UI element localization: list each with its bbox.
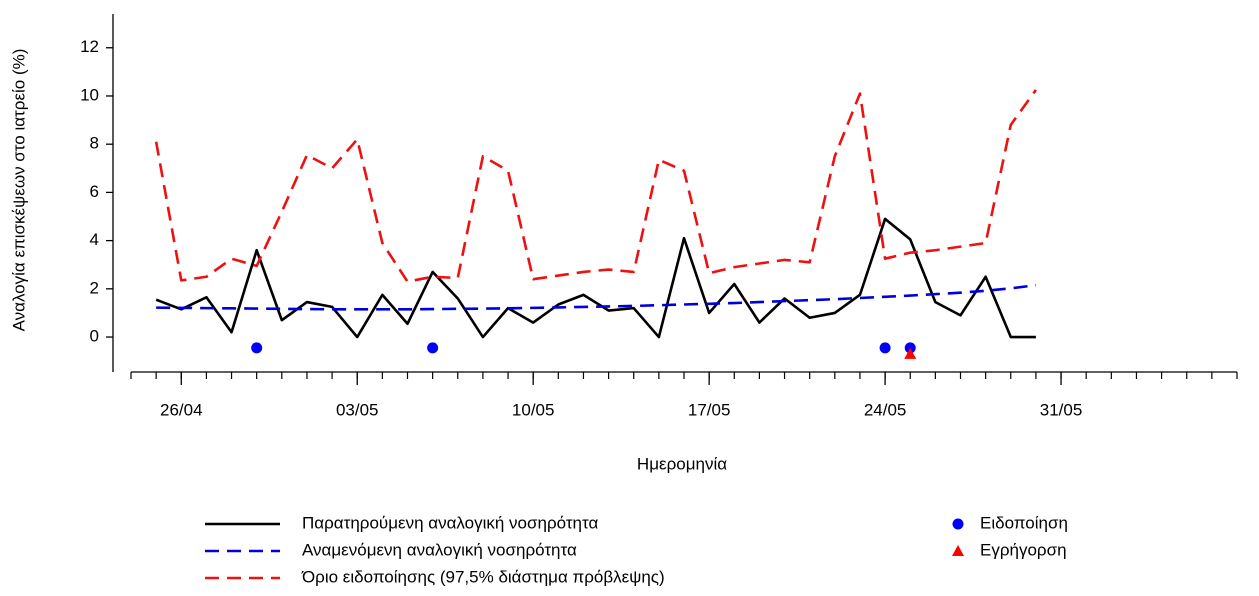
y-tick-label: 2	[90, 278, 99, 297]
x-tick-label: 17/05	[688, 400, 731, 419]
y-tick-label: 0	[90, 327, 99, 346]
y-tick-label: 8	[90, 134, 99, 153]
legend-label: Αναμενόμενη αναλογική νοσηρότητα	[302, 540, 577, 559]
x-axis-label: Ημερομηνία	[637, 454, 727, 473]
signal-marker	[251, 342, 263, 354]
y-tick-label: 6	[90, 182, 99, 201]
y-axis-label: Αναλογία επισκέψεων στο ιατρείο (%)	[9, 49, 28, 332]
series-line	[156, 283, 1037, 311]
legend-marker	[952, 545, 964, 556]
x-tick-label: 31/05	[1040, 400, 1083, 419]
legend-label: Ειδοποίηση	[980, 513, 1068, 532]
legend-label: Όριο ειδοποίησης (97,5% διάστημα πρόβλεψ…	[301, 567, 665, 586]
signal-marker	[427, 342, 439, 354]
legend-marker	[952, 518, 964, 530]
x-tick-label: 03/05	[336, 400, 379, 419]
x-tick-label: 26/04	[160, 400, 203, 419]
y-tick-label: 4	[90, 230, 99, 249]
alarm-marker	[904, 347, 917, 359]
y-tick-label: 12	[80, 37, 99, 56]
legend-label: Παρατηρούμενη αναλογική νοσηρότητα	[302, 513, 598, 532]
series-line	[155, 217, 1036, 339]
signal-marker	[904, 342, 916, 354]
signal-marker	[879, 342, 891, 354]
x-tick-label: 10/05	[512, 400, 555, 419]
y-tick-label: 10	[80, 85, 99, 104]
x-tick-label: 24/05	[864, 400, 907, 419]
legend-label: Εγρήγορση	[980, 540, 1067, 559]
series-line	[154, 89, 1037, 283]
